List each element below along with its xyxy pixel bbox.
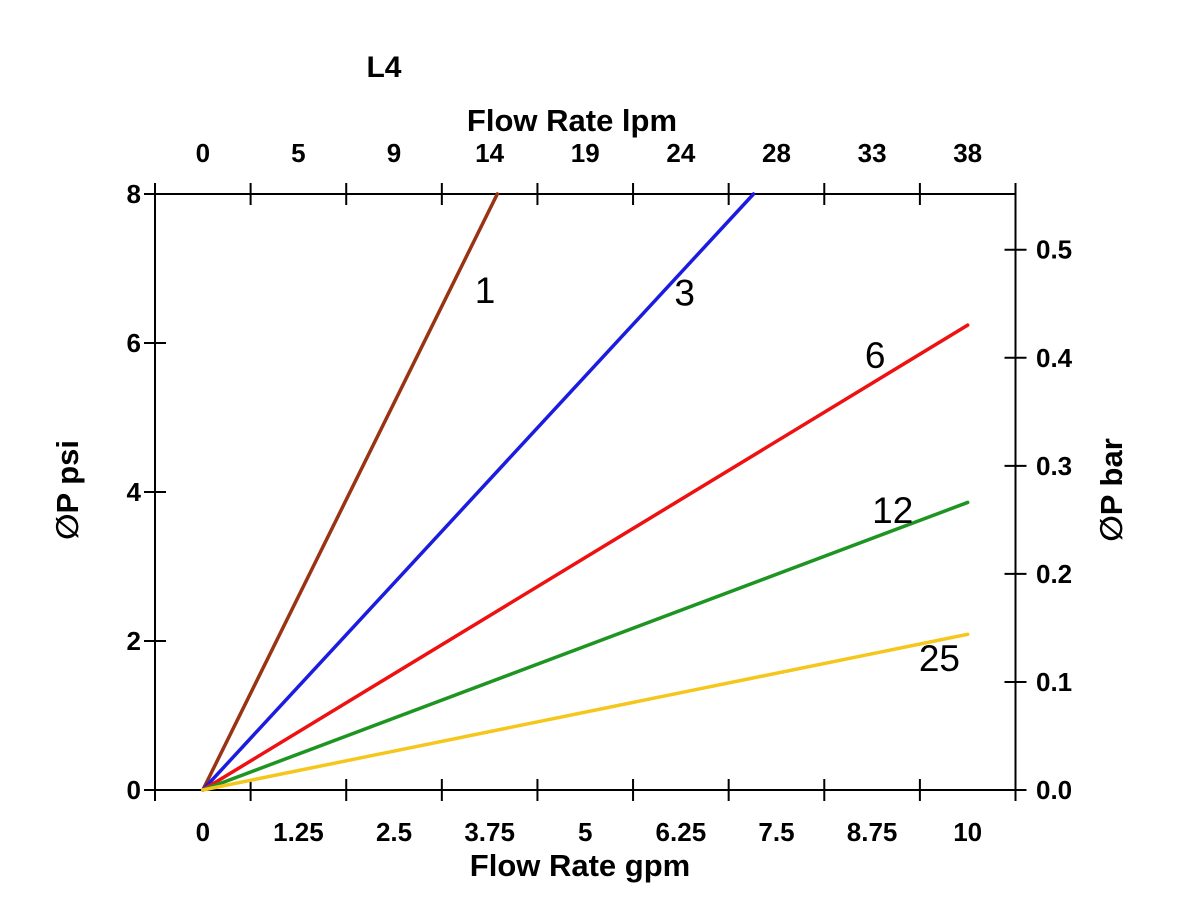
top-tick-label: 9	[387, 138, 401, 168]
series-labels: 1 3 6 12 25	[475, 270, 960, 679]
series-line-3	[201, 192, 756, 792]
right-axis-tick-labels: 0.0 0.1 0.2 0.3 0.4 0.5	[1036, 235, 1073, 805]
bottom-axis-title: Flow Rate gpm	[470, 848, 690, 883]
left-tick-label: 0	[127, 775, 141, 805]
series-lines	[201, 192, 970, 792]
series-line-6	[201, 323, 970, 792]
series-label-6: 6	[865, 335, 886, 376]
top-tick-label: 28	[762, 138, 791, 168]
left-tick-label: 6	[127, 328, 141, 358]
left-axis-title: ∅P psi	[50, 440, 85, 540]
right-tick-label: 0.2	[1036, 559, 1072, 589]
top-tick-label: 38	[953, 138, 982, 168]
bottom-tick-label: 2.5	[376, 817, 412, 847]
series-label-12: 12	[872, 490, 913, 531]
bottom-tick-label: 3.75	[464, 817, 515, 847]
right-axis-title: ∅P bar	[1094, 438, 1129, 542]
top-axis-ticks	[154, 183, 1017, 205]
chart-title: L4	[366, 51, 401, 84]
bottom-tick-label: 6.25	[656, 817, 707, 847]
top-axis-tick-labels: 0 5 9 14 19 24 28 33 38	[196, 138, 983, 168]
right-axis-ticks	[1004, 248, 1027, 791]
right-tick-label: 0.0	[1036, 775, 1072, 805]
right-tick-label: 0.5	[1036, 235, 1072, 265]
right-tick-label: 0.4	[1036, 343, 1073, 373]
series-label-3: 3	[674, 272, 695, 313]
series-label-1: 1	[475, 270, 496, 311]
bottom-tick-label: 1.25	[273, 817, 324, 847]
left-axis-ticks	[144, 193, 166, 791]
top-tick-label: 5	[291, 138, 305, 168]
left-axis-tick-labels: 0 2 4 6 8	[127, 179, 142, 805]
series-line-25	[201, 632, 970, 792]
bottom-axis-tick-labels: 0 1.25 2.5 3.75 5 6.25 7.5 8.75 10	[196, 817, 983, 847]
bottom-axis-ticks	[154, 779, 1017, 801]
series-label-25: 25	[919, 638, 960, 679]
series-line-12	[201, 500, 970, 792]
top-tick-label: 14	[475, 138, 504, 168]
right-tick-label: 0.1	[1036, 667, 1072, 697]
bottom-tick-label: 5	[578, 817, 592, 847]
bottom-tick-label: 10	[953, 817, 982, 847]
bottom-tick-label: 0	[196, 817, 210, 847]
left-tick-label: 2	[127, 626, 141, 656]
top-tick-label: 0	[196, 138, 210, 168]
series-line-1	[201, 192, 500, 792]
top-axis-title: Flow Rate lpm	[467, 103, 677, 138]
left-tick-label: 8	[127, 179, 141, 209]
top-tick-label: 24	[666, 138, 695, 168]
left-tick-label: 4	[127, 477, 142, 507]
right-tick-label: 0.3	[1036, 451, 1072, 481]
top-tick-label: 19	[571, 138, 600, 168]
top-tick-label: 33	[858, 138, 887, 168]
bottom-tick-label: 7.5	[758, 817, 794, 847]
bottom-tick-label: 8.75	[847, 817, 898, 847]
